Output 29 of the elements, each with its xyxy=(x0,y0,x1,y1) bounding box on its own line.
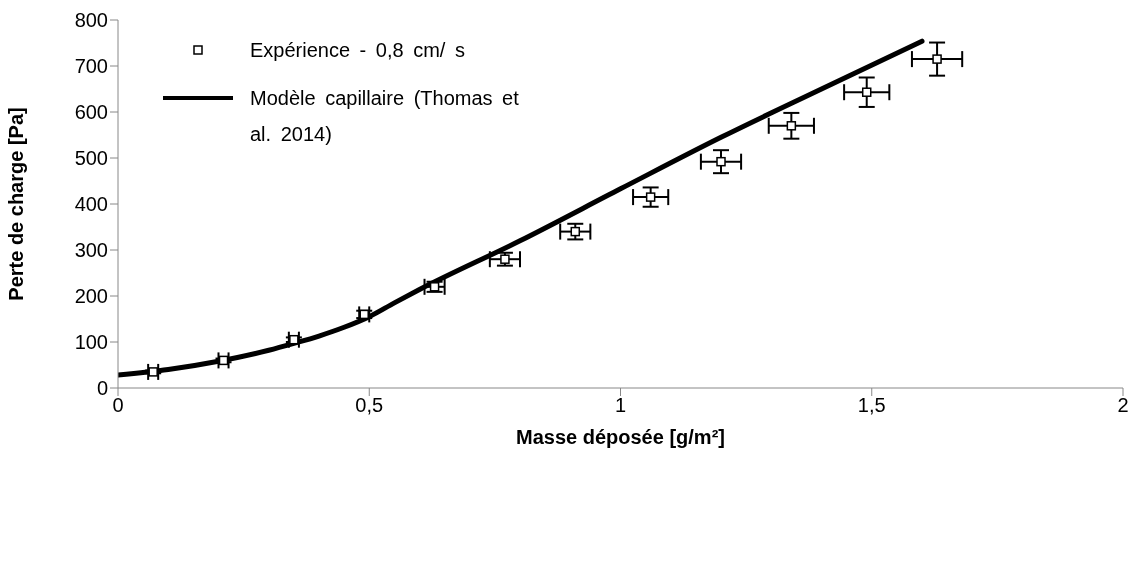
y-axis-title: Perte de charge [Pa] xyxy=(5,107,28,301)
x-axis-title: Masse déposée [g/m²] xyxy=(516,426,725,448)
x-tick-label: 0 xyxy=(112,394,124,417)
x-tick-label: 1,5 xyxy=(857,394,886,417)
y-tick-label: 700 xyxy=(74,55,108,78)
point xyxy=(570,226,581,237)
point xyxy=(500,254,510,264)
point xyxy=(716,156,726,167)
point xyxy=(786,121,797,131)
legend-label: Expérience - 0,8 cm/ s xyxy=(250,38,465,63)
y-tick-label: 200 xyxy=(74,285,108,308)
y-tick-label: 400 xyxy=(74,193,108,216)
legend-label: Modèle capillaire (Thomas et al. 2014) xyxy=(250,86,520,147)
x-tick-label: 0,5 xyxy=(355,394,384,417)
point xyxy=(645,192,656,202)
y-tick-label: 600 xyxy=(74,101,108,124)
y-tick-label: 500 xyxy=(74,147,108,170)
y-tick-label: 0 xyxy=(96,377,108,400)
y-tick-label: 100 xyxy=(74,331,108,354)
point xyxy=(429,282,440,292)
point xyxy=(861,87,872,97)
x-tick-label: 2 xyxy=(1117,394,1129,417)
y-tick-label: 800 xyxy=(74,9,108,32)
point xyxy=(932,54,942,64)
point xyxy=(289,334,299,345)
x-tick-label: 1 xyxy=(614,394,627,417)
point xyxy=(148,367,158,377)
y-tick-label: 300 xyxy=(74,239,108,262)
point xyxy=(218,355,229,366)
